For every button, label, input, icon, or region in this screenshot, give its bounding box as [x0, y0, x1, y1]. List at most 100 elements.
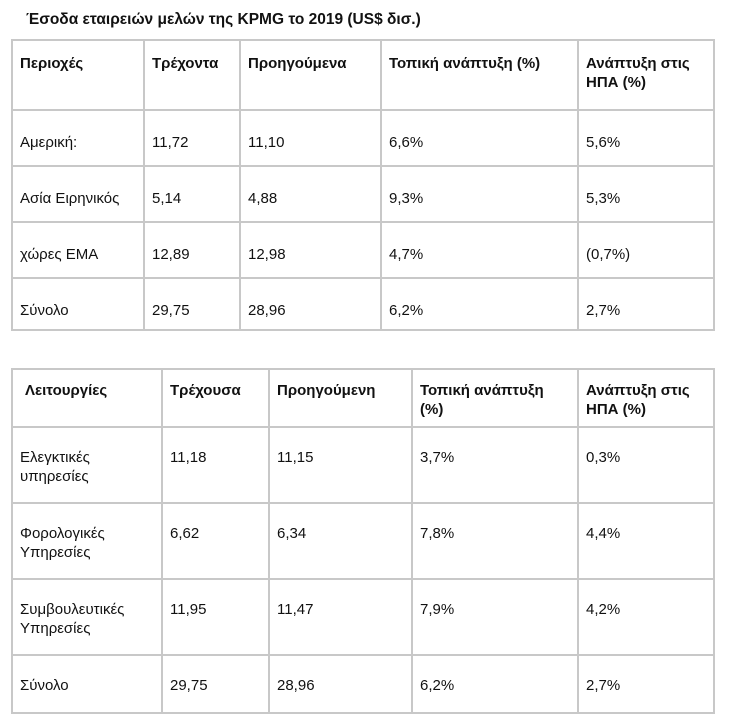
table-cell: (0,7%)	[577, 221, 715, 279]
function-name: Σύνολο	[20, 677, 69, 694]
header-cell: Περιοχές	[11, 39, 145, 111]
table-row: Σύνολο 29,75 28,96 6,2% 2,7%	[11, 654, 715, 714]
table-cell: 5,3%	[577, 165, 715, 223]
table-cell: 0,3%	[577, 426, 715, 504]
usd-growth-value: 2,7%	[586, 302, 621, 319]
table-row: Συμβουλευτικές Υπηρεσίες 11,95 11,47 7,9…	[11, 578, 715, 656]
table-cell: 4,2%	[577, 578, 715, 656]
header-cell: Τρέχουσα	[161, 368, 270, 428]
previous-value: 11,47	[277, 601, 314, 618]
header-cell: Λειτουργίες	[11, 368, 163, 428]
table-cell: 11,95	[161, 578, 270, 656]
local-growth-value: 6,2%	[420, 677, 455, 694]
header-current: Τρέχοντα	[152, 55, 219, 72]
table-cell: 4,88	[239, 165, 382, 223]
local-growth-value: 4,7%	[389, 246, 424, 263]
current-value: 12,89	[152, 246, 190, 263]
local-growth-value: 6,6%	[389, 134, 424, 151]
functions-revenue-table: Λειτουργίες Τρέχουσα Προηγούμενη Τοπική …	[11, 368, 715, 714]
region-name: χώρες ΕΜΑ	[20, 246, 99, 263]
usd-growth-value: (0,7%)	[586, 246, 631, 263]
table-cell: 7,8%	[411, 502, 579, 580]
table-row: Σύνολο 29,75 28,96 6,2% 2,7%	[11, 277, 715, 331]
table-header-row: Λειτουργίες Τρέχουσα Προηγούμενη Τοπική …	[11, 368, 715, 428]
table-cell: 5,14	[143, 165, 241, 223]
table-cell: Σύνολο	[11, 277, 145, 331]
current-value: 29,75	[170, 677, 208, 694]
table-row: Ελεγκτικές υπηρεσίες 11,18 11,15 3,7% 0,…	[11, 426, 715, 504]
table-cell: 11,18	[161, 426, 270, 504]
table-cell: 6,2%	[411, 654, 579, 714]
header-functions: Λειτουργίες	[25, 382, 108, 399]
usd-growth-value: 4,2%	[586, 601, 621, 618]
table-cell: 2,7%	[577, 654, 715, 714]
usd-growth-value: 5,6%	[586, 134, 621, 151]
header-cell: Προηγούμενα	[239, 39, 382, 111]
previous-value: 6,34	[277, 525, 307, 542]
table-row: Φορολογικές Υπηρεσίες 6,62 6,34 7,8% 4,4…	[11, 502, 715, 580]
previous-value: 28,96	[248, 302, 286, 319]
table-cell: 5,6%	[577, 109, 715, 167]
table-cell: Ασία Ειρηνικός	[11, 165, 145, 223]
region-name: Ασία Ειρηνικός	[20, 190, 120, 207]
region-name: Αμερική:	[20, 134, 78, 151]
previous-value: 11,15	[277, 449, 314, 466]
table-row: χώρες ΕΜΑ 12,89 12,98 4,7% (0,7%)	[11, 221, 715, 279]
table-cell: Αμερική:	[11, 109, 145, 167]
current-value: 11,95	[170, 601, 207, 618]
header-cell: Τοπική ανάπτυξη (%)	[411, 368, 579, 428]
header-cell: Τρέχοντα	[143, 39, 241, 111]
table-row: Αμερική: 11,72 11,10 6,6% 5,6%	[11, 109, 715, 167]
table-header-row: Περιοχές Τρέχοντα Προηγούμενα Τοπική ανά…	[11, 39, 715, 111]
function-name: Ελεγκτικές υπηρεσίες	[20, 449, 90, 485]
function-name: Φορολογικές Υπηρεσίες	[20, 525, 105, 561]
table-cell: Συμβουλευτικές Υπηρεσίες	[11, 578, 163, 656]
table-cell: 11,10	[239, 109, 382, 167]
table-cell: 6,62	[161, 502, 270, 580]
table-cell: 4,7%	[380, 221, 579, 279]
table-cell: 3,7%	[411, 426, 579, 504]
header-previous: Προηγούμενη	[277, 382, 376, 399]
header-current: Τρέχουσα	[170, 382, 241, 399]
local-growth-value: 7,9%	[420, 601, 455, 618]
header-cell: Τοπική ανάπτυξη (%)	[380, 39, 579, 111]
previous-value: 4,88	[248, 190, 278, 207]
table-cell: 6,34	[268, 502, 413, 580]
table-cell: 9,3%	[380, 165, 579, 223]
table-cell: 4,4%	[577, 502, 715, 580]
local-growth-value: 3,7%	[420, 449, 455, 466]
table-cell: 28,96	[268, 654, 413, 714]
local-growth-value: 7,8%	[420, 525, 455, 542]
current-value: 11,18	[170, 449, 207, 466]
header-usd-growth: Ανάπτυξη στις ΗΠΑ (%)	[586, 382, 690, 418]
previous-value: 28,96	[277, 677, 315, 694]
previous-value: 11,10	[248, 134, 285, 151]
table-cell: 12,89	[143, 221, 241, 279]
current-value: 5,14	[152, 190, 182, 207]
header-local-growth: Τοπική ανάπτυξη (%)	[389, 55, 541, 72]
page-title: Έσοδα εταιρειών μελών της KPMG το 2019 (…	[26, 11, 421, 28]
table-cell: 7,9%	[411, 578, 579, 656]
local-growth-value: 9,3%	[389, 190, 424, 207]
function-name: Συμβουλευτικές Υπηρεσίες	[20, 601, 125, 637]
header-previous: Προηγούμενα	[248, 55, 347, 72]
usd-growth-value: 0,3%	[586, 449, 621, 466]
region-name: Σύνολο	[20, 302, 69, 319]
previous-value: 12,98	[248, 246, 286, 263]
table-cell: 11,15	[268, 426, 413, 504]
table-cell: 11,72	[143, 109, 241, 167]
table-cell: 2,7%	[577, 277, 715, 331]
regions-revenue-table: Περιοχές Τρέχοντα Προηγούμενα Τοπική ανά…	[11, 39, 715, 331]
table-cell: 28,96	[239, 277, 382, 331]
header-local-growth: Τοπική ανάπτυξη (%)	[420, 382, 544, 418]
local-growth-value: 6,2%	[389, 302, 424, 319]
header-cell: Ανάπτυξη στις ΗΠΑ (%)	[577, 39, 715, 111]
header-usd-growth: Ανάπτυξη στις ΗΠΑ (%)	[586, 55, 690, 91]
usd-growth-value: 4,4%	[586, 525, 621, 542]
usd-growth-value: 2,7%	[586, 677, 621, 694]
header-cell: Προηγούμενη	[268, 368, 413, 428]
table-cell: Ελεγκτικές υπηρεσίες	[11, 426, 163, 504]
header-cell: Ανάπτυξη στις ΗΠΑ (%)	[577, 368, 715, 428]
current-value: 6,62	[170, 525, 200, 542]
table-cell: 12,98	[239, 221, 382, 279]
